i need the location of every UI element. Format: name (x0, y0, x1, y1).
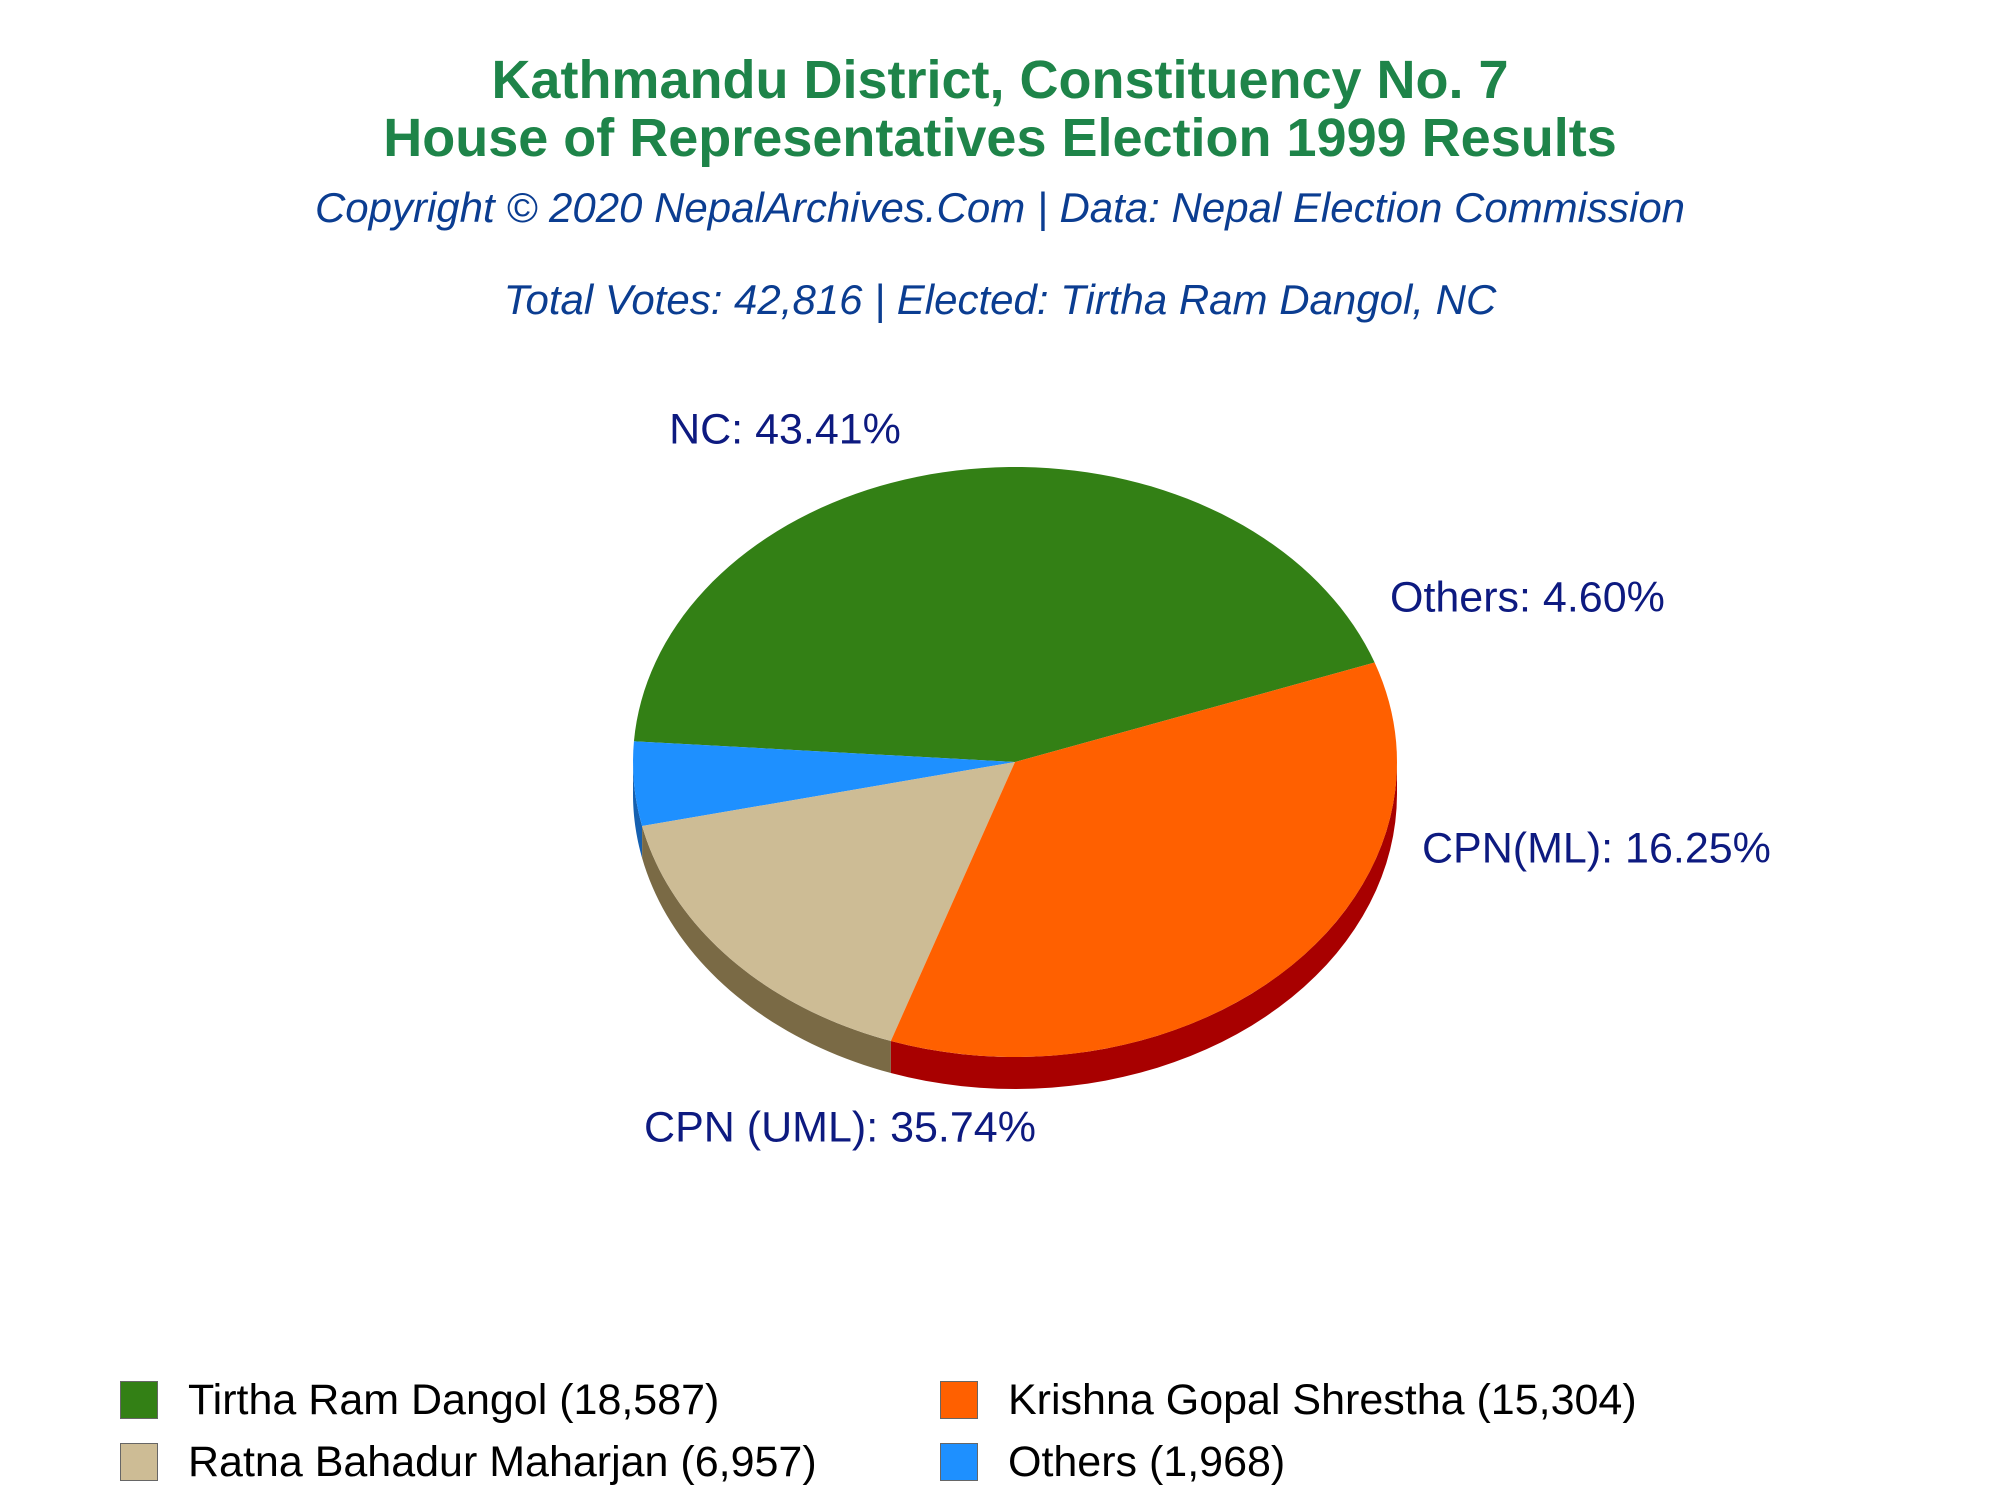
legend-item-2: Ratna Bahadur Maharjan (6,957) (120, 1432, 817, 1492)
chart-title-line1: Kathmandu District, Constituency No. 7 (491, 50, 1509, 110)
chart-title-line2: House of Representatives Election 1999 R… (383, 108, 1617, 168)
pie-slice-cpn-uml- (890, 662, 1397, 1057)
legend-swatch-3 (940, 1443, 978, 1481)
legend-item-1: Krishna Gopal Shrestha (15,304) (940, 1370, 1637, 1430)
legend-swatch-1 (940, 1381, 978, 1419)
legend-item-0: Tirtha Ram Dangol (18,587) (120, 1370, 719, 1430)
pie-side-2-0 (642, 826, 891, 1073)
pie-side-1-0 (633, 762, 643, 859)
pie-slice-nc (633, 467, 1375, 762)
legend: Tirtha Ram Dangol (18,587) Krishna Gopal… (120, 1370, 1920, 1500)
legend-label-1: Krishna Gopal Shrestha (15,304) (1008, 1375, 1637, 1424)
pie-label-3: CPN (UML): 35.74% (644, 1103, 1036, 1151)
copyright-line: Copyright © 2020 NepalArchives.Com | Dat… (314, 184, 1686, 231)
pie-tops (633, 467, 1397, 1057)
summary-line: Total Votes: 42,816 | Elected: Tirtha Ra… (503, 276, 1497, 323)
pie-labels: NC: 43.41% Others: 4.60% CPN(ML): 16.25% CP… (644, 405, 1771, 1151)
pie-label-2: CPN(ML): 16.25% (1422, 824, 1771, 872)
pie-slice-others (633, 741, 1015, 827)
pie-label-1: Others: 4.60% (1390, 573, 1665, 621)
pie-sides (633, 762, 1397, 1089)
pie-label-0: NC: 43.41% (669, 405, 901, 453)
legend-swatch-2 (120, 1443, 158, 1481)
pie-slice-cpn-ml- (642, 762, 1015, 1041)
legend-swatch-0 (120, 1381, 158, 1419)
legend-label-2: Ratna Bahadur Maharjan (6,957) (188, 1437, 817, 1486)
legend-label-0: Tirtha Ram Dangol (18,587) (188, 1375, 720, 1424)
legend-item-3: Others (1,968) (940, 1432, 1285, 1492)
legend-label-3: Others (1,968) (1008, 1437, 1286, 1486)
pie-side-3-0 (890, 762, 1397, 1089)
